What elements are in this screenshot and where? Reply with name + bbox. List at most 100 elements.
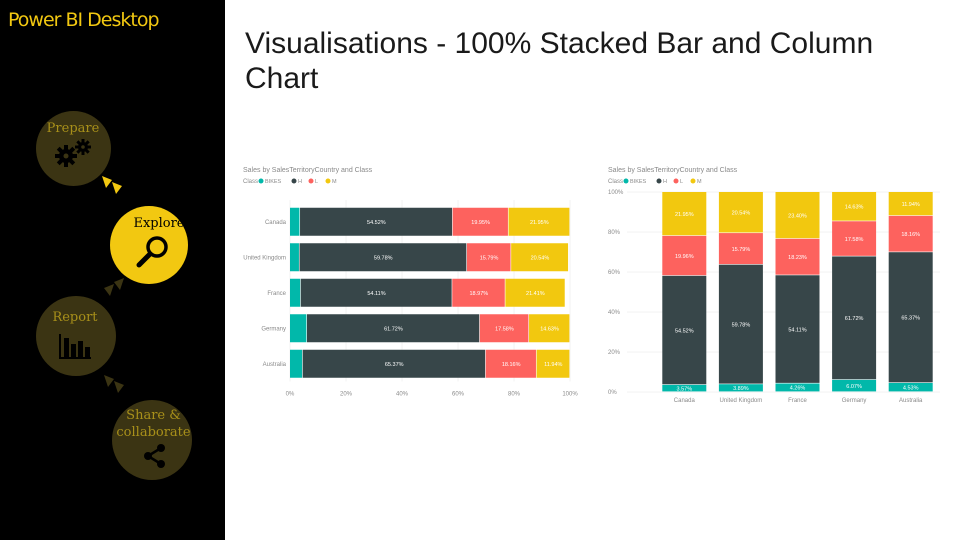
column-segment-united-kingdom-l[interactable] (718, 233, 763, 265)
bar-segment-united-kingdom-l[interactable] (466, 243, 511, 272)
column-data-label: 61.72% (845, 316, 864, 322)
column-segment-canada-l[interactable] (662, 235, 707, 276)
column-y-tick-label: 80% (608, 230, 621, 236)
bar-x-tick-label: 60% (452, 392, 465, 398)
stacked-column-chart[interactable]: Sales by SalesTerritoryCountry and Class… (605, 162, 945, 407)
step-share[interactable] (112, 400, 192, 480)
bar-legend-label-h[interactable]: H (298, 179, 302, 185)
column-segment-germany-h[interactable] (832, 256, 877, 380)
column-segment-canada-h[interactable] (662, 275, 707, 385)
flow-arrows-3 (104, 375, 124, 393)
bar-segment-australia-m[interactable] (536, 349, 570, 378)
column-legend-label-l[interactable]: L (680, 179, 683, 185)
column-segment-france-m[interactable] (775, 192, 820, 239)
bar-segment-germany-l[interactable] (479, 314, 529, 343)
column-chart-legend: Class BIKES H L M (608, 178, 702, 185)
column-data-label: 4.53% (903, 385, 919, 391)
column-chart-title: Sales by SalesTerritoryCountry and Class (608, 167, 738, 174)
column-segment-australia-h[interactable] (888, 252, 933, 383)
column-data-label: 17.58% (845, 237, 864, 243)
column-data-label: 15.79% (732, 247, 751, 253)
bar-segment-france-l[interactable] (452, 278, 505, 307)
flow-arrows-1 (102, 176, 122, 194)
bar-x-tick-label: 80% (508, 392, 521, 398)
bar-segment-united-kingdom-m[interactable] (511, 243, 569, 272)
bar-segment-australia-bikes[interactable] (290, 349, 303, 378)
column-segment-france-h[interactable] (775, 275, 820, 383)
column-legend-swatch-h (656, 178, 662, 184)
bar-x-tick-label: 100% (562, 392, 578, 398)
bar-segment-germany-bikes[interactable] (290, 314, 307, 343)
bar-data-label: 14.63% (540, 326, 559, 332)
app-title: Power BI Desktop (8, 9, 160, 31)
column-legend-label-h[interactable]: H (663, 179, 667, 185)
bar-segment-united-kingdom-h[interactable] (299, 243, 467, 272)
column-y-tick-label: 100% (608, 190, 624, 196)
column-segment-united-kingdom-bikes[interactable] (718, 384, 763, 392)
bar-legend-label-bikes[interactable]: BIKES (265, 179, 282, 185)
column-segment-australia-bikes[interactable] (888, 382, 933, 392)
column-legend-swatch-bikes (623, 178, 629, 184)
stacked-bar-chart[interactable]: Sales by SalesTerritoryCountry and Class… (240, 162, 580, 402)
step-explore-label: Explore (133, 216, 185, 231)
column-segment-united-kingdom-h[interactable] (718, 264, 763, 384)
column-legend-label-bikes[interactable]: BIKES (630, 179, 647, 185)
bar-segment-germany-m[interactable] (529, 314, 570, 343)
bar-segment-canada-m[interactable] (508, 207, 570, 236)
bar-segment-germany-h[interactable] (306, 314, 480, 343)
bar-legend-label-m[interactable]: M (332, 179, 337, 185)
column-segment-canada-m[interactable] (662, 192, 707, 236)
step-report[interactable] (36, 296, 116, 376)
column-data-label: 6.07% (846, 384, 862, 390)
bar-data-label: 11.94% (544, 362, 562, 368)
column-segment-united-kingdom-m[interactable] (718, 192, 763, 233)
column-category-label: Canada (674, 398, 696, 404)
bar-category-label: France (267, 291, 286, 297)
bar-legend-title: Class (243, 179, 258, 185)
column-data-label: 4.26% (790, 386, 806, 392)
bar-segment-australia-h[interactable] (302, 349, 486, 378)
bar-data-label: 18.16% (502, 362, 521, 368)
bar-segment-canada-h[interactable] (300, 207, 453, 236)
bar-segment-canada-l[interactable] (452, 207, 508, 236)
bar-legend-swatch-m (325, 178, 331, 184)
column-data-label: 65.37% (901, 316, 920, 322)
column-segment-germany-m[interactable] (832, 192, 877, 221)
bar-segment-australia-l[interactable] (485, 349, 536, 378)
column-category-label: Australia (899, 398, 923, 404)
column-data-label: 18.23% (788, 255, 807, 261)
column-segment-canada-bikes[interactable] (662, 384, 707, 392)
bar-segment-canada-bikes[interactable] (290, 207, 300, 236)
bar-chart-icon (59, 334, 91, 359)
bar-data-label: 17.58% (495, 326, 514, 332)
column-data-label: 23.40% (788, 213, 807, 219)
column-y-tick-label: 60% (608, 270, 621, 276)
bar-segment-france-h[interactable] (300, 278, 452, 307)
step-share-label: Share & collaborate (116, 408, 191, 440)
bar-segment-united-kingdom-bikes[interactable] (290, 243, 299, 272)
column-legend-swatch-l (673, 178, 679, 184)
bar-segment-france-bikes[interactable] (290, 278, 301, 307)
bar-x-tick-label: 20% (340, 392, 353, 398)
bar-data-label: 65.37% (385, 362, 404, 368)
column-legend-label-m[interactable]: M (697, 179, 702, 185)
column-segment-france-bikes[interactable] (775, 383, 820, 392)
column-segment-germany-bikes[interactable] (832, 379, 877, 392)
share-icon (144, 444, 165, 468)
step-prepare-label: Prepare (46, 121, 100, 136)
column-segment-australia-m[interactable] (888, 192, 933, 216)
column-segment-france-l[interactable] (775, 238, 820, 275)
gears-icon (55, 139, 91, 167)
bar-data-label: 59.78% (374, 255, 393, 261)
column-category-label: Germany (842, 398, 867, 404)
column-segment-germany-l[interactable] (832, 221, 877, 256)
step-report-label: Report (52, 310, 98, 325)
bar-x-tick-label: 40% (396, 392, 409, 398)
column-segment-australia-l[interactable] (888, 215, 933, 252)
bar-legend-label-l[interactable]: L (315, 179, 318, 185)
bar-segment-france-m[interactable] (505, 278, 565, 307)
column-data-label: 21.95% (675, 212, 694, 218)
bar-data-label: 54.52% (367, 220, 386, 226)
column-category-label: France (788, 398, 807, 404)
bar-chart-title: Sales by SalesTerritoryCountry and Class (243, 167, 373, 174)
